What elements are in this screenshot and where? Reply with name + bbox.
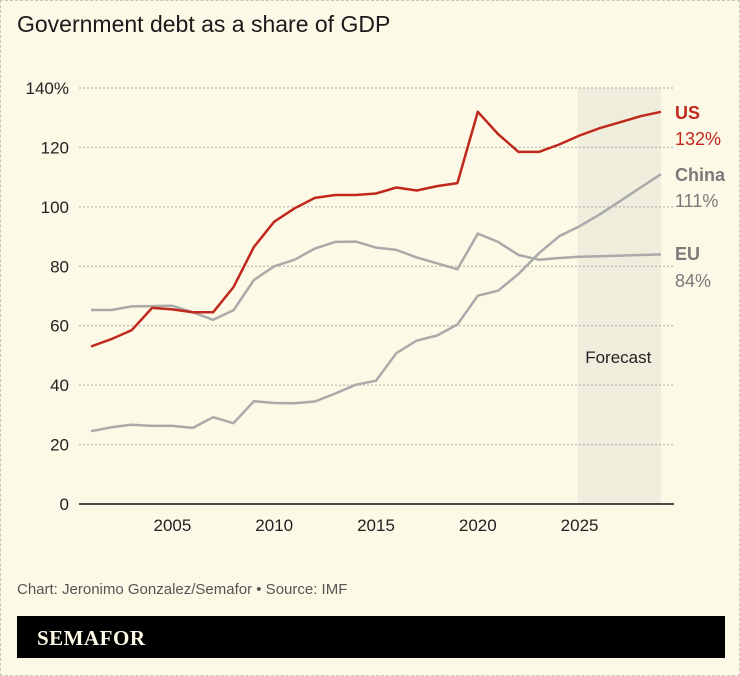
series-end-value-china: 111%	[675, 191, 718, 211]
y-tick-label: 0	[60, 495, 69, 514]
y-tick-label: 60	[50, 317, 69, 336]
y-tick-label: 40	[50, 376, 69, 395]
source-note: Chart: Jeronimo Gonzalez/Semafor • Sourc…	[17, 581, 348, 598]
series-line-us	[90, 110, 662, 348]
series-line-eu	[91, 232, 662, 322]
x-tick-label: 2025	[561, 516, 599, 535]
y-tick-label: 120	[41, 138, 69, 157]
forecast-band	[577, 88, 661, 504]
series-label-china: China	[675, 165, 726, 185]
y-tick-label: 20	[50, 436, 69, 455]
x-tick-label: 2005	[154, 516, 192, 535]
line-chart: Forecast 0 20 40 60 80 100 120 140% 2005 2010 2015 2…	[26, 79, 726, 535]
footer-bar: SEMAFOR	[17, 616, 725, 658]
x-tick-label: 2010	[255, 516, 293, 535]
semafor-logo: SEMAFOR	[37, 626, 146, 650]
chart-title: Government debt as a share of GDP	[17, 11, 391, 37]
forecast-label: Forecast	[585, 348, 651, 367]
series-label-eu: EU	[675, 244, 700, 264]
y-tick-label: 100	[41, 198, 69, 217]
x-tick-label: 2020	[459, 516, 497, 535]
series-label-us: US	[675, 103, 700, 123]
x-tick-label: 2015	[357, 516, 395, 535]
series-end-value-eu: 84%	[675, 271, 711, 291]
y-tick-label: 80	[50, 257, 69, 276]
series-line-china	[90, 173, 662, 433]
y-tick-label: 140%	[26, 79, 69, 98]
series-end-value-us: 132%	[675, 129, 721, 149]
